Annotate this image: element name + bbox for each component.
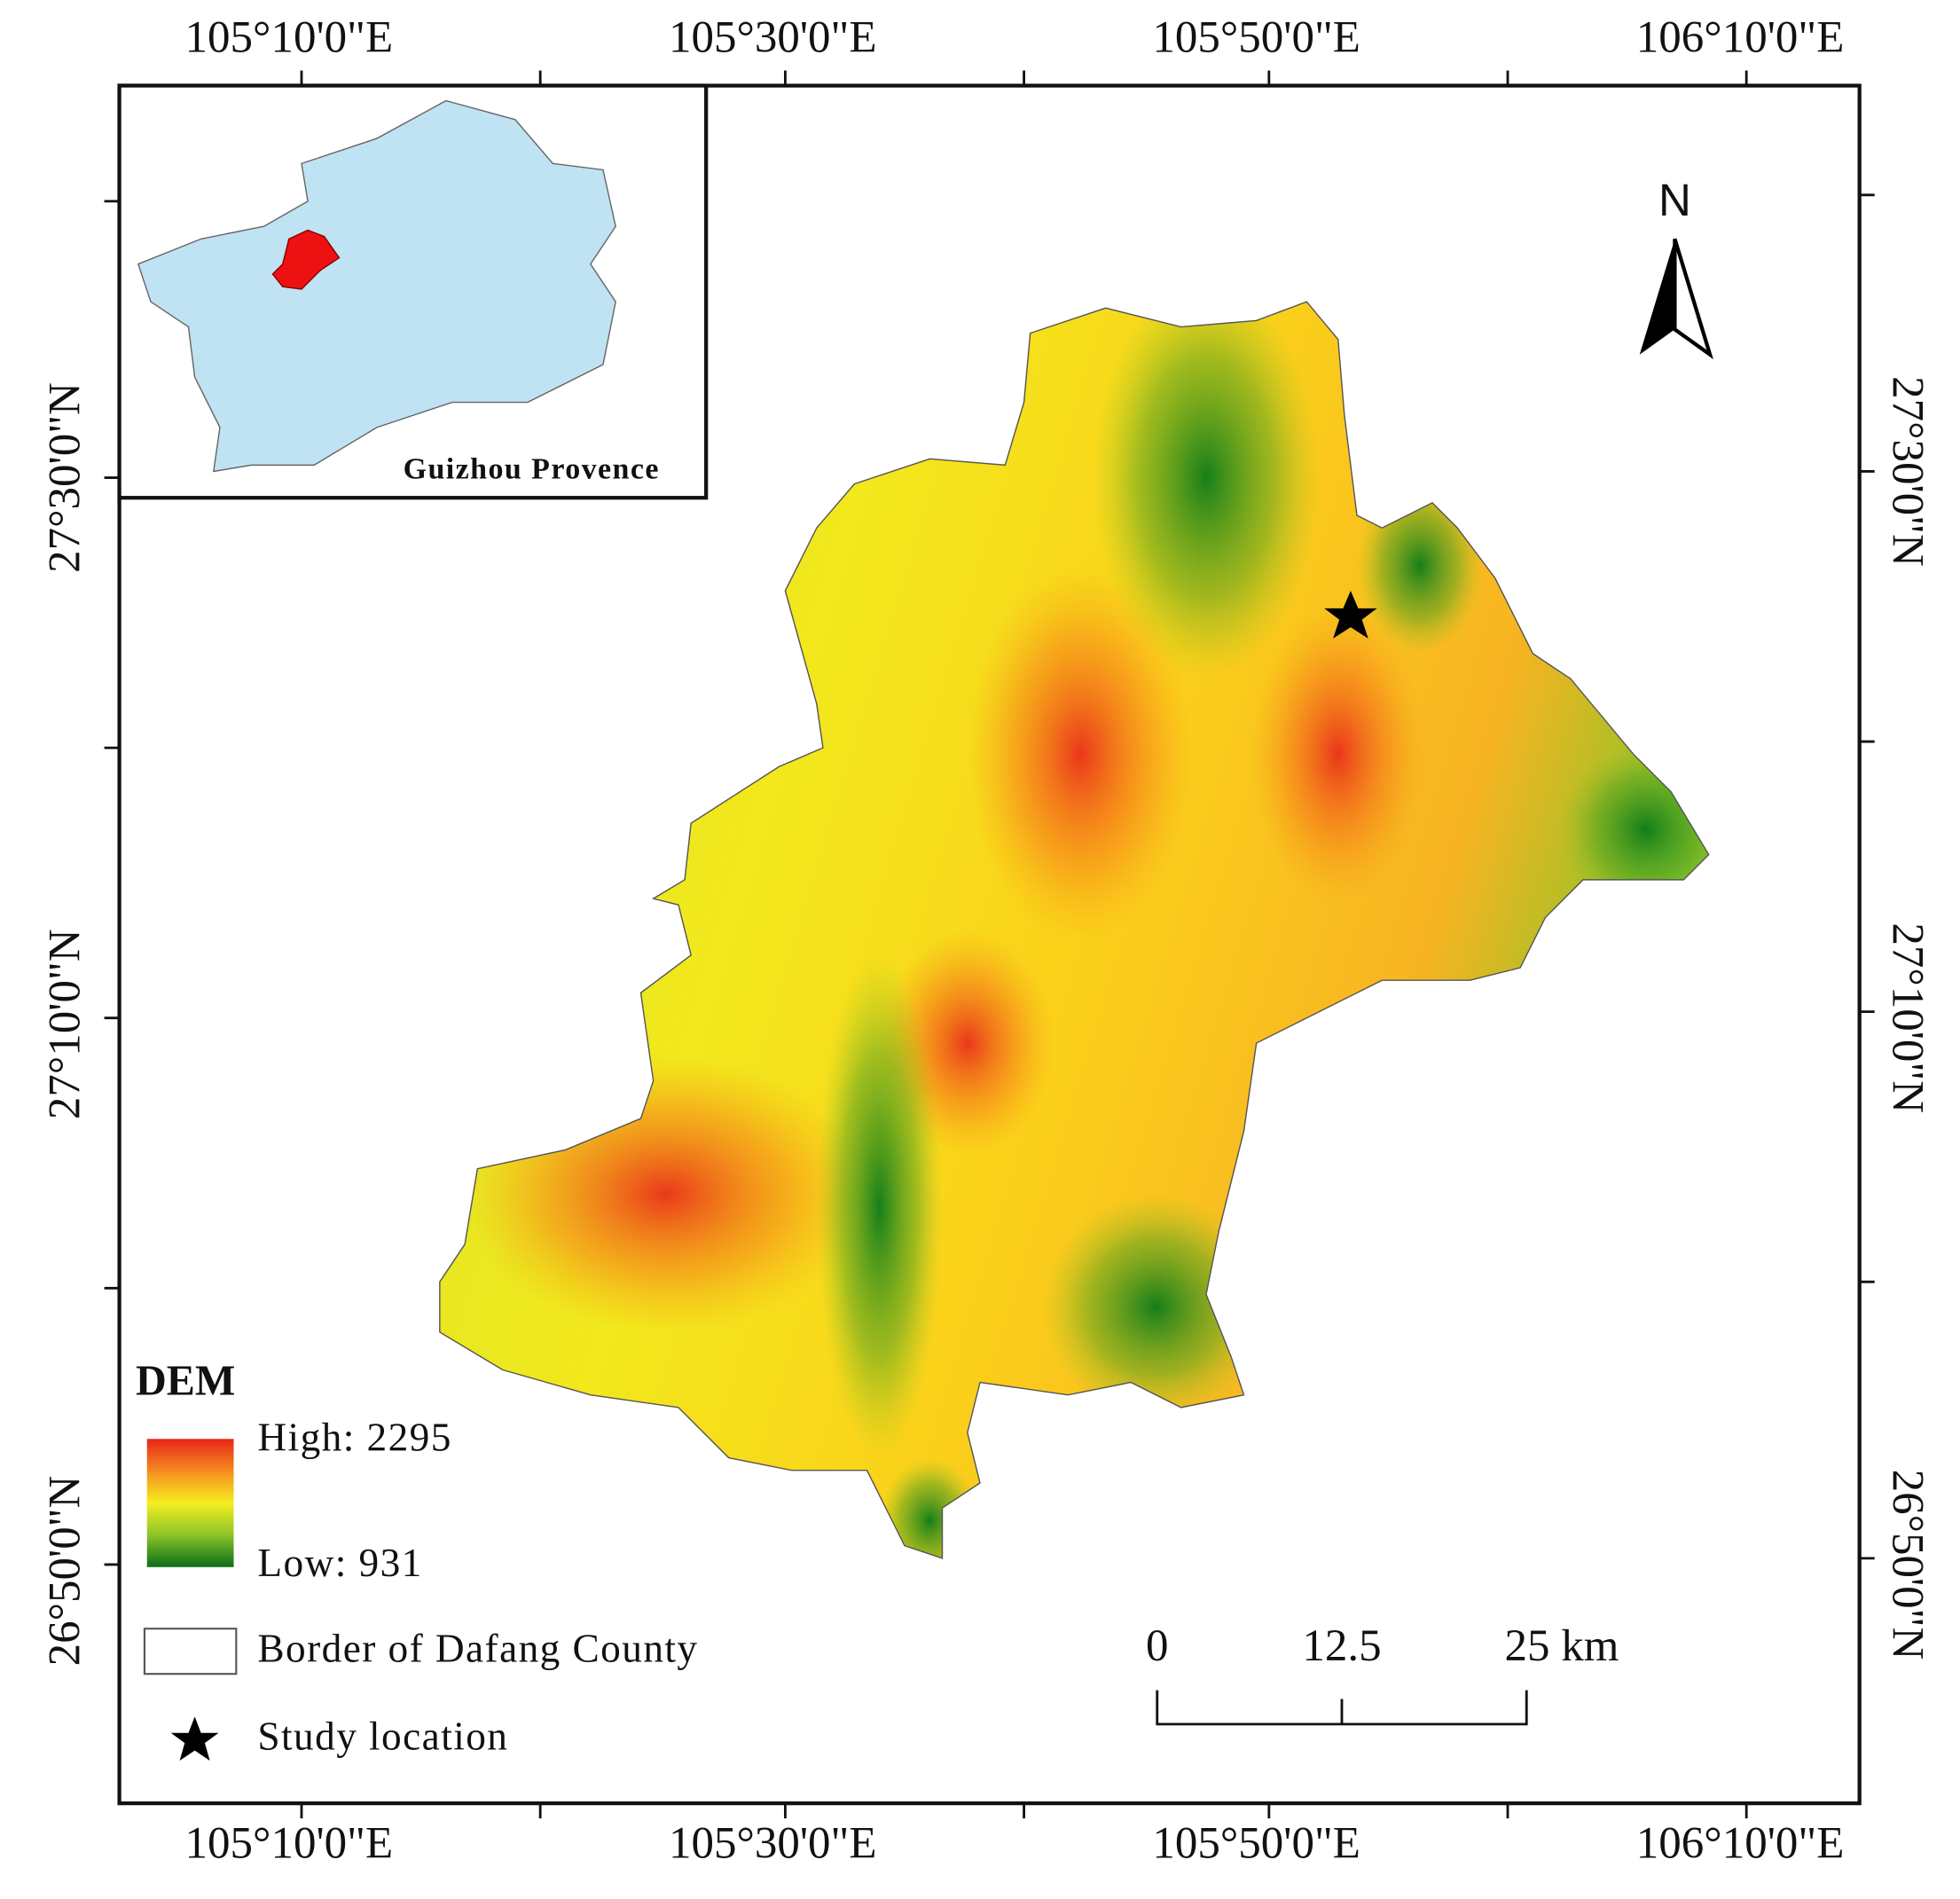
longitude-label: 106°10'0"E xyxy=(1636,1818,1845,1868)
legend-border: Border of Dafang County xyxy=(257,1627,698,1671)
legend-low: Low: 931 xyxy=(257,1541,422,1585)
map-frame xyxy=(117,83,1862,1806)
scale-bar xyxy=(1156,1690,1528,1726)
latitude-label: 26°50'0"N xyxy=(41,1476,90,1667)
legend-ramp xyxy=(146,1439,234,1567)
longitude-label: 105°50'0"E xyxy=(1152,13,1360,63)
latitude-label: 27°30'0"N xyxy=(41,382,90,573)
longitude-label: 105°50'0"E xyxy=(1152,1818,1360,1868)
guizhou-province xyxy=(137,99,616,473)
dafang-county-inset xyxy=(271,229,341,290)
legend-star xyxy=(170,1716,219,1761)
legend-study: Study location xyxy=(257,1715,508,1759)
longitude-label: 106°10'0"E xyxy=(1636,13,1845,63)
latitude-label: 27°10'0"N xyxy=(41,929,90,1119)
graticule-ticks xyxy=(104,70,1875,1819)
scale-label: 12.5 xyxy=(1302,1621,1381,1671)
longitude-label: 105°30'0"E xyxy=(669,13,877,63)
north-arrow-right xyxy=(1673,238,1713,360)
study-location-star xyxy=(1324,591,1377,639)
latitude-label: 26°50'0"N xyxy=(1883,1470,1933,1660)
legend-border-swatch xyxy=(143,1628,238,1675)
legend-high: High: 2295 xyxy=(257,1416,451,1460)
latitude-label: 27°30'0"N xyxy=(1883,376,1933,567)
longitude-label: 105°30'0"E xyxy=(669,1818,877,1868)
scale-label: 0 xyxy=(1146,1621,1169,1671)
longitude-label: 105°10'0"E xyxy=(185,13,394,63)
legend-title: DEM xyxy=(136,1357,235,1404)
latitude-label: 27°10'0"N xyxy=(1883,922,1933,1113)
longitude-label: 105°10'0"E xyxy=(185,1818,394,1868)
scale-label: 25 km xyxy=(1504,1621,1619,1671)
inset-label: Guizhou Provence xyxy=(404,452,660,485)
north-label: N xyxy=(1658,175,1691,225)
north-arrow-left xyxy=(1639,239,1675,355)
